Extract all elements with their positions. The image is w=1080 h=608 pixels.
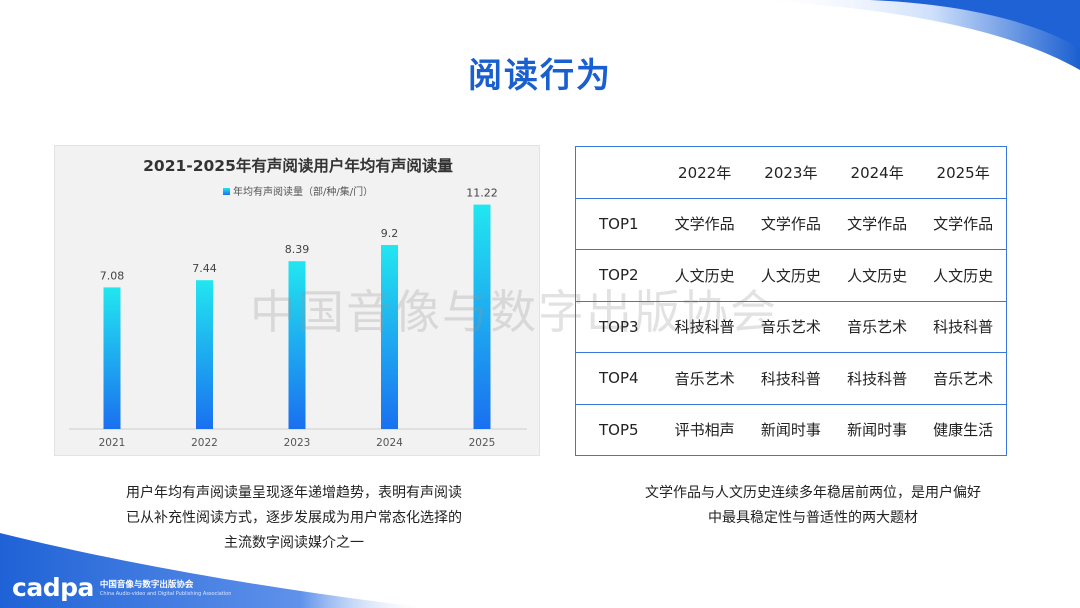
table-cell: 科技科普 bbox=[661, 300, 748, 353]
page-title: 阅读行为 bbox=[468, 56, 612, 96]
legend-swatch bbox=[223, 188, 230, 195]
rank-label: TOP1 bbox=[575, 197, 662, 250]
caption-line: 已从补充性阅读方式，逐步发展成为用户常态化选择的 bbox=[126, 510, 462, 526]
table-header-cell bbox=[576, 147, 662, 199]
data-label: 8.39 bbox=[285, 243, 310, 256]
table-cell: 评书相声 bbox=[661, 403, 748, 456]
table-cell: 音乐艺术 bbox=[834, 300, 921, 353]
table-cell: 人文历史 bbox=[834, 249, 921, 301]
logo-name-en: China Audio-video and Digital Publishing… bbox=[99, 591, 232, 597]
table-row: TOP3 科技科普 音乐艺术 音乐艺术 科技科普 bbox=[575, 300, 1007, 353]
bar bbox=[473, 204, 491, 429]
table-header-cell: 2022年 bbox=[678, 163, 732, 182]
bar bbox=[196, 280, 213, 429]
x-tick-label: 2022 bbox=[191, 437, 218, 449]
table-cell: 科技科普 bbox=[920, 300, 1007, 353]
bar-chart: 2021-2025年有声阅读用户年均有声阅读量 年均有声阅读量（部/种/集/门）… bbox=[69, 156, 527, 449]
caption-line: 文学作品与人文历史连续多年稳居前两位，是用户偏好 bbox=[645, 485, 981, 501]
table-cell: 科技科普 bbox=[834, 352, 921, 404]
caption-line: 主流数字阅读媒介之一 bbox=[224, 535, 364, 551]
table-cell: 人文历史 bbox=[661, 249, 748, 301]
data-label: 7.08 bbox=[100, 269, 125, 282]
data-label: 11.22 bbox=[466, 187, 498, 200]
logo-name-cn: 中国音像与数字出版协会 bbox=[99, 580, 194, 590]
table-cell: 音乐艺术 bbox=[661, 352, 748, 404]
bar-chart-panel: 2021-2025年有声阅读用户年均有声阅读量 年均有声阅读量（部/种/集/门）… bbox=[54, 145, 540, 456]
table-cell: 音乐艺术 bbox=[747, 300, 834, 353]
table-row: TOP4 音乐艺术 科技科普 科技科普 音乐艺术 bbox=[575, 352, 1007, 404]
logo-mark: cadpa bbox=[12, 573, 94, 602]
table-cell: 科技科普 bbox=[747, 352, 834, 404]
data-label: 9.2 bbox=[381, 227, 399, 240]
table-cell: 文学作品 bbox=[834, 197, 921, 250]
corner-decoration bbox=[750, 0, 1080, 70]
bar bbox=[288, 261, 306, 429]
data-label: 7.44 bbox=[192, 262, 217, 275]
table-header-row: 2022年 2023年 2024年 2025年 bbox=[576, 147, 1007, 199]
bar bbox=[381, 245, 398, 429]
rank-label: TOP2 bbox=[575, 249, 662, 301]
caption-line: 中最具稳定性与普适性的两大题材 bbox=[708, 510, 918, 526]
x-tick-label: 2023 bbox=[284, 437, 311, 449]
bottom-decoration bbox=[0, 533, 430, 608]
table-header-cell: 2025年 bbox=[936, 163, 990, 182]
rank-label: TOP4 bbox=[575, 352, 662, 404]
x-tick-label: 2025 bbox=[469, 437, 496, 449]
table-row: TOP1 文学作品 文学作品 文学作品 文学作品 bbox=[575, 197, 1007, 250]
x-tick-label: 2021 bbox=[99, 437, 126, 449]
chart-caption: 用户年均有声阅读量呈现逐年递增趋势，表明有声阅读 已从补充性阅读方式，逐步发展成… bbox=[92, 481, 496, 556]
table-cell: 新闻时事 bbox=[834, 403, 921, 456]
table-caption: 文学作品与人文历史连续多年稳居前两位，是用户偏好 中最具稳定性与普适性的两大题材 bbox=[608, 481, 1018, 531]
bar bbox=[103, 287, 121, 429]
table-cell: 新闻时事 bbox=[747, 403, 834, 456]
table-cell: 健康生活 bbox=[920, 403, 1007, 456]
table-cell: 人文历史 bbox=[920, 249, 1007, 301]
table-cell: 文学作品 bbox=[747, 197, 834, 250]
x-tick-label: 2024 bbox=[376, 437, 403, 449]
logo-text: 中国音像与数字出版协会 China Audio-video and Digita… bbox=[100, 580, 232, 598]
table-cell: 文学作品 bbox=[920, 197, 1007, 250]
rank-label: TOP3 bbox=[575, 300, 662, 353]
table-cell: 音乐艺术 bbox=[920, 352, 1007, 404]
caption-line: 用户年均有声阅读量呈现逐年递增趋势，表明有声阅读 bbox=[126, 485, 462, 501]
legend-label: 年均有声阅读量（部/种/集/门） bbox=[233, 185, 373, 198]
table-header-cell: 2023年 bbox=[764, 163, 818, 182]
bars-group: 7.08 2021 7.44 2022 8.39 2023 9.2 2024 11.22 2025 bbox=[99, 187, 498, 449]
table-cell: 人文历史 bbox=[747, 249, 834, 301]
table-cell: 文学作品 bbox=[661, 197, 748, 250]
table-row: TOP5 评书相声 新闻时事 新闻时事 健康生活 bbox=[575, 403, 1007, 456]
chart-title: 2021-2025年有声阅读用户年均有声阅读量 bbox=[143, 156, 453, 175]
rank-label: TOP5 bbox=[575, 403, 662, 456]
table-row: TOP2 人文历史 人文历史 人文历史 人文历史 bbox=[575, 249, 1007, 301]
cadpa-logo: cadpa 中国音像与数字出版协会 China Audio-video and … bbox=[12, 574, 231, 602]
table-header-cell: 2024年 bbox=[850, 163, 904, 182]
category-ranking-table: 2022年 2023年 2024年 2025年 TOP1 文学作品 文学作品 文… bbox=[575, 146, 1007, 456]
